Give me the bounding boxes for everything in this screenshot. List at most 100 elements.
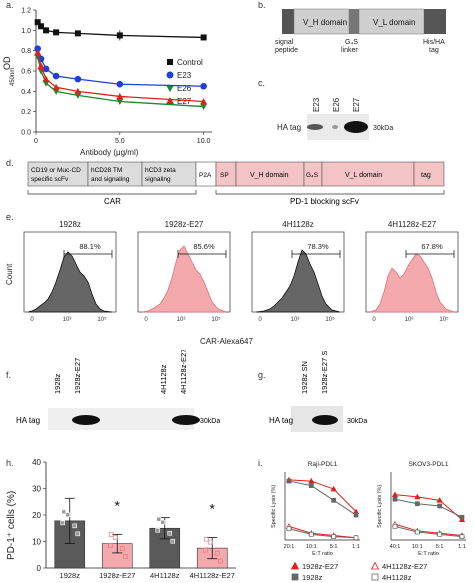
panel-a-ylabel: OD: [2, 56, 12, 70]
h-dot: [202, 547, 208, 553]
i-line-2-4: [394, 525, 463, 538]
a-point-e23: [116, 80, 124, 88]
g-band-2: [312, 415, 338, 425]
i-line-2-3: [394, 523, 463, 536]
h-ytick-label: 10: [32, 538, 41, 547]
e-xtick: 10⁵: [211, 316, 221, 323]
h-dot: [170, 538, 176, 544]
a-point-e23: [52, 72, 60, 80]
i-point: [437, 531, 443, 537]
c-lane-1: E23: [312, 97, 321, 112]
panel-i-label: i.: [258, 458, 263, 468]
a-legend-label: E27: [177, 97, 192, 106]
g-lane-1: 1928z SN: [300, 361, 309, 394]
h-ytick-label: 0: [37, 564, 42, 573]
d-car-bracket: [27, 190, 197, 195]
i-point: [459, 534, 465, 539]
h-dot: [122, 554, 128, 559]
i-point: [308, 531, 314, 537]
i-point: [330, 485, 337, 492]
h-dot: [75, 531, 81, 537]
panel-b-label: b.: [258, 0, 266, 10]
e-title-2: 1928z-E27: [165, 220, 204, 229]
panel-a-chart: 0.0 0.2 0.4 0.6 0.8 1.0 1.2 0 5.0 10.0 Control E23 E…: [2, 8, 212, 157]
e-xtick: 0: [30, 317, 34, 323]
h-dot: [155, 527, 161, 533]
e-xlabel: CAR-Alexa647: [200, 337, 253, 346]
g4s-linker-box: [349, 9, 359, 34]
i-title-1: Raji-PDL1: [308, 461, 338, 468]
i-xtick-label: 10:1: [412, 544, 423, 550]
a-ytick-label: 1.0: [21, 28, 31, 35]
f-band-2: [72, 415, 100, 425]
d-g4s: G₄S: [306, 172, 319, 179]
i-legend-marker: [290, 561, 300, 570]
a-legend-label: Control: [177, 58, 203, 67]
i-line-1-2: [288, 480, 357, 516]
i-legend-marker: [371, 573, 379, 581]
i-legend-label: 4H1128z-E27: [382, 562, 427, 571]
e-title-4: 4H1128z-E27: [388, 220, 437, 229]
h-ytick-label: 40: [32, 458, 41, 467]
d-tag: tag: [421, 172, 431, 179]
i-line-1-3: [288, 525, 357, 539]
i-legend-label: 1928z-E27: [302, 562, 338, 571]
f-membrane: [48, 408, 194, 430]
vl-label: V_L domain: [373, 18, 415, 27]
d-cd28-box: [87, 161, 143, 187]
i-xtick-label: 1:1: [352, 544, 360, 550]
e-pct-2: 85.6%: [193, 242, 215, 251]
h-dot: [60, 520, 66, 526]
a-point-e27: [200, 98, 208, 105]
i-point: [392, 496, 398, 502]
g-kda-label: 30kDa: [347, 418, 367, 425]
a-point-e23: [200, 82, 207, 90]
i-point: [437, 503, 443, 509]
a-point-control: [43, 27, 50, 34]
d-vl: V_L domain: [345, 172, 382, 179]
i-xtick-label: 40:1: [390, 544, 401, 550]
panel-a-label: a.: [6, 0, 14, 10]
i-point: [308, 483, 314, 488]
i-legend-marker: [291, 573, 299, 581]
e-xtick: 0: [144, 317, 148, 323]
a-ytick-label: 0.4: [21, 89, 31, 96]
a-point-e27: [116, 92, 124, 100]
e-histogram-3: [255, 249, 341, 313]
i-point: [436, 497, 443, 503]
i-point: [392, 524, 398, 529]
panel-c-blot: E23 E26 E27 HA tag 30kDa: [277, 97, 393, 140]
h-dot: [167, 530, 173, 536]
vh-domain-box: [293, 8, 350, 35]
c-lane-3: E27: [352, 97, 361, 112]
i-legend-label: 1928z: [302, 573, 323, 582]
g-lane-2: 1928z-E27 SN: [320, 350, 329, 394]
i-title-2: SKOV3-PDL1: [408, 461, 448, 468]
i-line-1-4: [288, 528, 357, 539]
e-xtick: 10³: [405, 317, 414, 323]
i-point: [391, 491, 399, 498]
i-line-1-1: [288, 479, 357, 513]
i-xtick-label: 5:1: [330, 544, 338, 550]
h-xtick-label-2: 1928z-E27: [99, 571, 135, 580]
a-point-e27: [74, 87, 82, 95]
i-point: [353, 535, 359, 541]
a-legend-marker: [166, 97, 174, 104]
e-xtick: 10³: [177, 317, 186, 323]
a-point-e27: [42, 75, 50, 83]
h-significance-star: *: [210, 501, 216, 517]
h-dot: [72, 523, 78, 529]
e-xtick: 10³: [63, 317, 72, 323]
a-ytick-label: 0.8: [21, 48, 31, 55]
e-xtick: 10³: [291, 317, 300, 323]
d-box2-line2: and signaling: [91, 176, 130, 183]
a-xtick-label: 5.0: [115, 138, 125, 145]
d-vl-box: [321, 161, 415, 187]
i-point: [286, 478, 292, 484]
a-legend-marker: [166, 71, 174, 79]
i-xtick-label: 10:1: [306, 544, 317, 550]
i-point: [353, 512, 359, 518]
d-car-label: CAR: [104, 197, 121, 206]
panel-b-diagram: V_H domain V_L domain signal peptide G₄S l…: [275, 8, 446, 54]
g-ha-label: HA tag: [269, 416, 293, 425]
